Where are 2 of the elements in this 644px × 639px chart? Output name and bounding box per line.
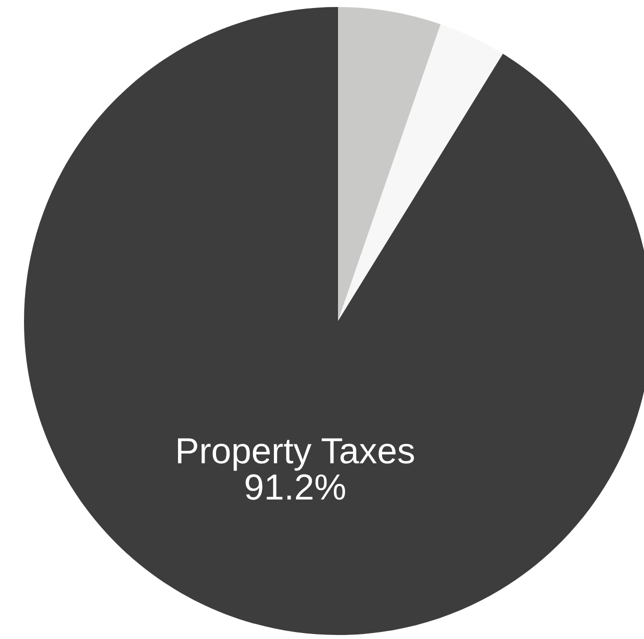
data-label: 91.2%: [246, 474, 346, 500]
slice-label: Property Taxes: [178, 438, 414, 471]
